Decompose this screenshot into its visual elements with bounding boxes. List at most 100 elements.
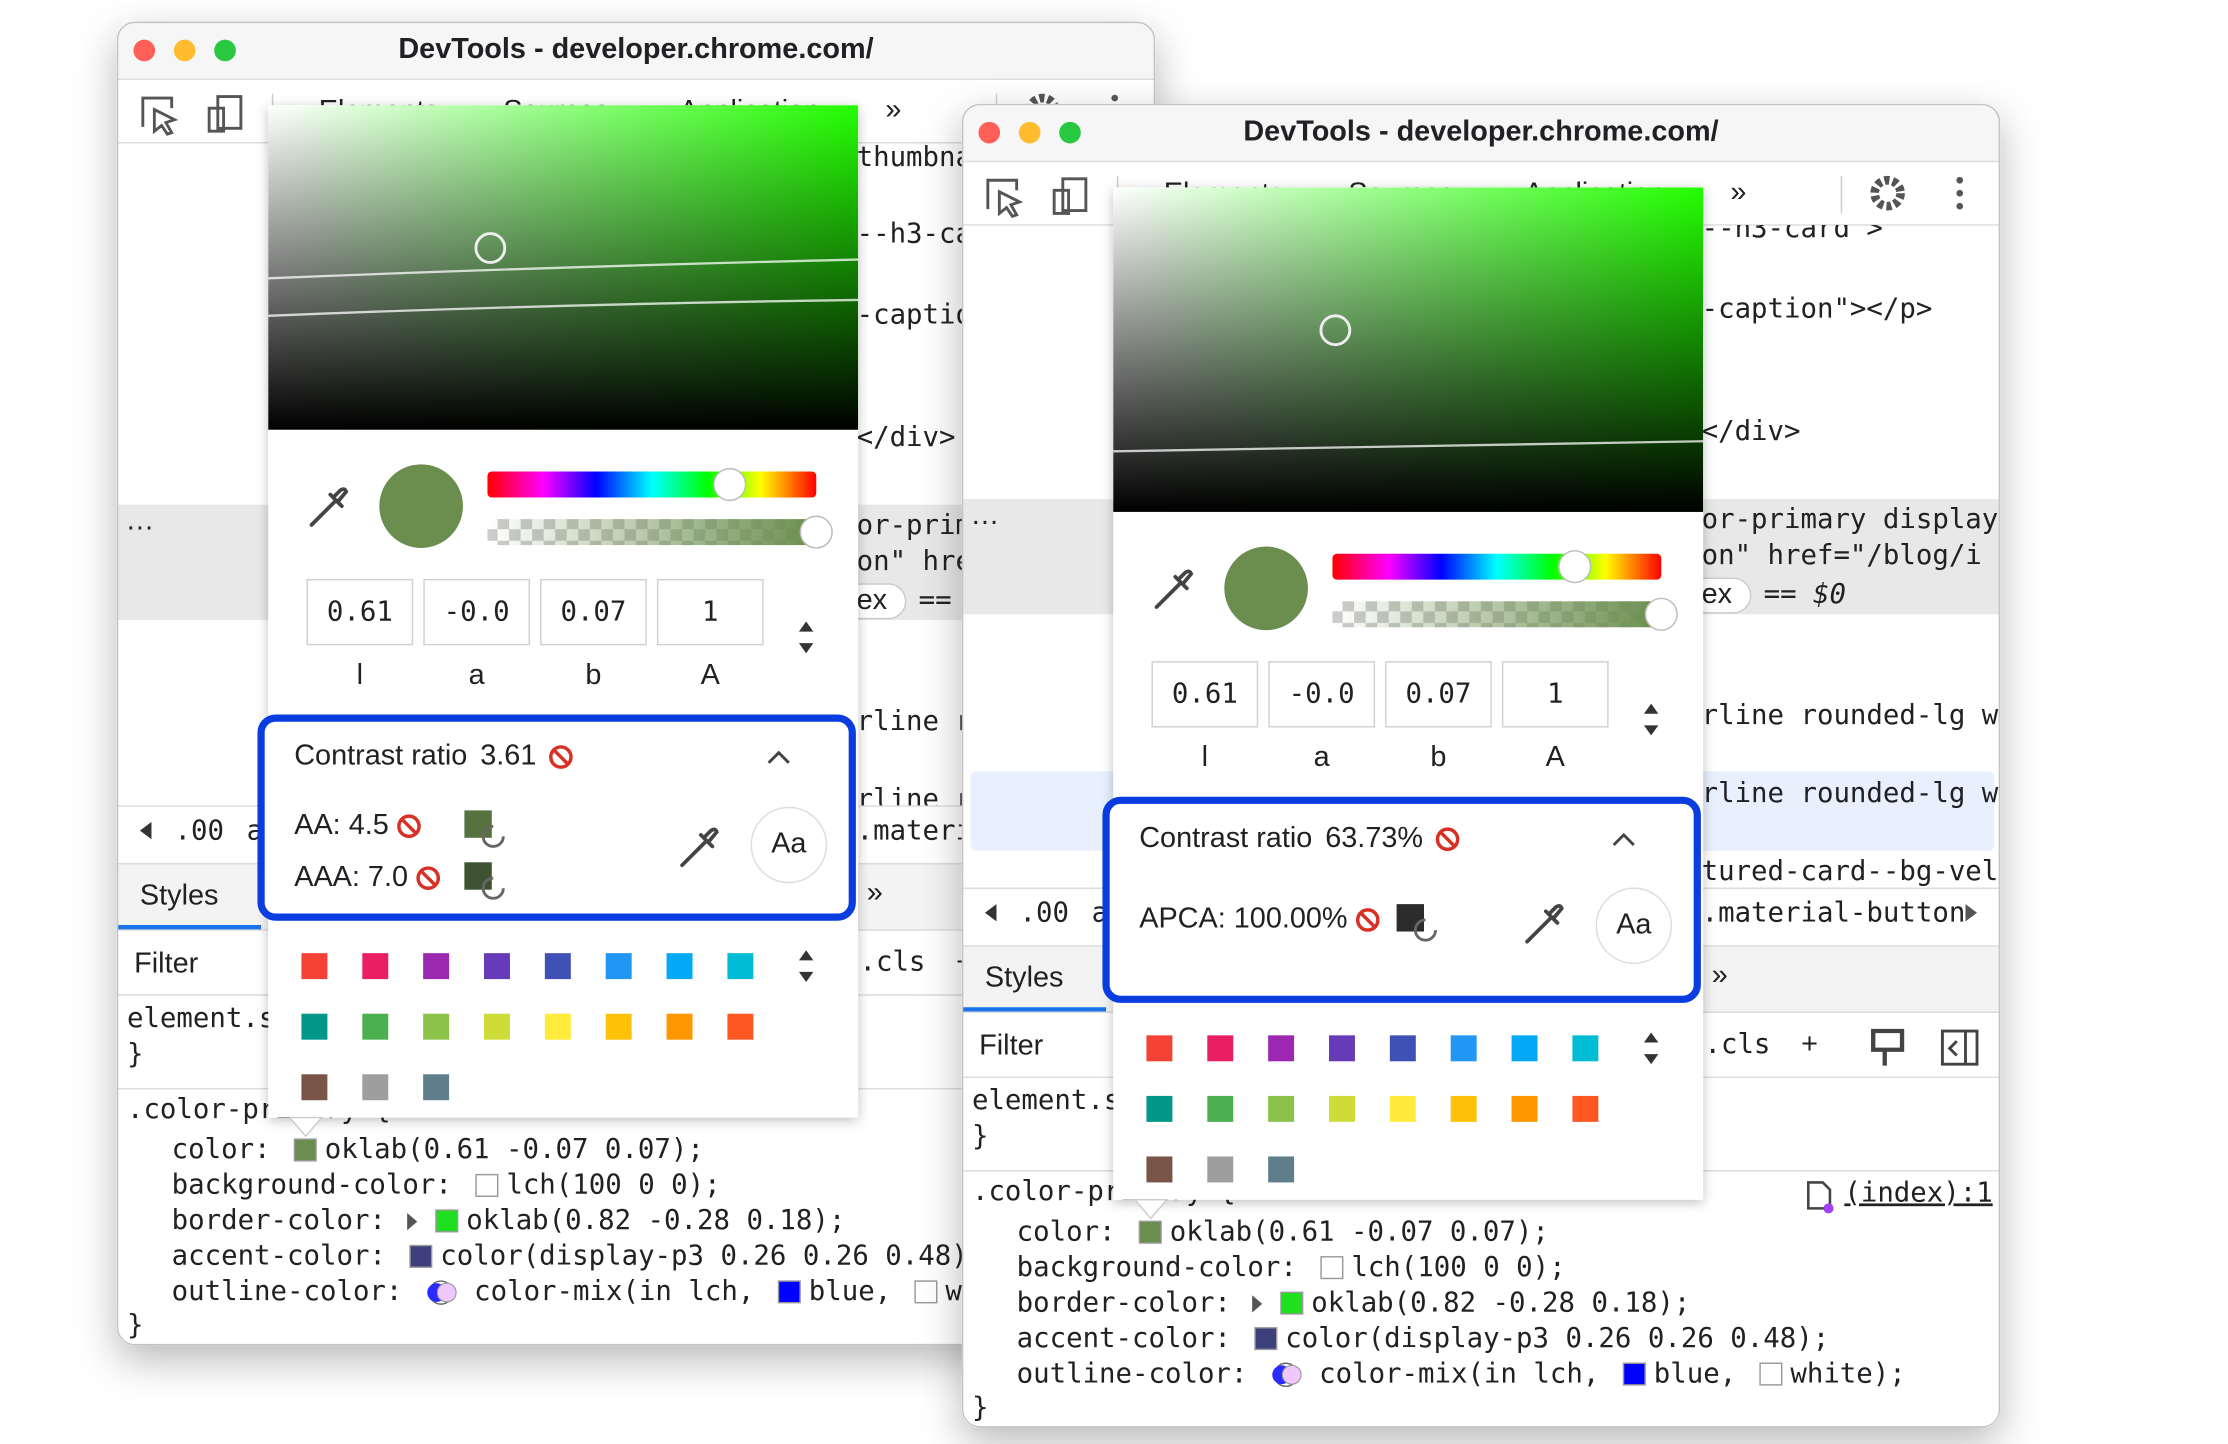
palette-swatch[interactable] (423, 1074, 450, 1101)
hue-slider[interactable] (1332, 553, 1662, 580)
cls-toggle[interactable]: .cls (859, 947, 925, 978)
window-control[interactable] (978, 121, 1001, 144)
palette-swatch[interactable] (544, 953, 571, 980)
palette-swatch[interactable] (605, 953, 632, 980)
window-control[interactable] (173, 39, 196, 62)
palette-swatch[interactable] (1146, 1035, 1173, 1062)
paint-icon[interactable] (1871, 1028, 1905, 1066)
sidebar-icon[interactable] (1940, 1029, 1979, 1066)
value-input[interactable] (1501, 661, 1609, 728)
color-swatch[interactable] (1622, 1362, 1646, 1386)
settings-icon[interactable] (1870, 175, 1905, 211)
window-control[interactable] (133, 39, 156, 62)
palette-swatch[interactable] (1207, 1035, 1234, 1062)
window-control[interactable] (1018, 121, 1041, 144)
more-tabs[interactable]: » (1730, 176, 1746, 208)
palette-swatch[interactable] (1207, 1095, 1234, 1122)
breadcrumb-right[interactable] (1965, 904, 1978, 922)
window-control[interactable] (1059, 121, 1081, 144)
expand-triangle[interactable] (407, 1212, 418, 1231)
cls-toggle[interactable]: .cls (1704, 1029, 1770, 1060)
palette-swatch[interactable] (1268, 1156, 1295, 1183)
palette-swatch[interactable] (362, 1074, 389, 1101)
value-input[interactable] (1151, 661, 1259, 728)
alpha-slider[interactable] (487, 519, 817, 546)
value-input[interactable] (1268, 661, 1375, 728)
value-input[interactable] (1385, 661, 1492, 728)
palette-swatch[interactable] (1328, 1095, 1355, 1122)
palette-swatch[interactable] (1572, 1035, 1599, 1062)
palette-swatch[interactable] (666, 1013, 693, 1040)
menu-dot[interactable] (1956, 189, 1964, 197)
palette-swatch[interactable] (1511, 1095, 1538, 1122)
color-swatch[interactable] (914, 1280, 938, 1304)
palette-swatch[interactable] (1450, 1035, 1477, 1062)
collapse-chevron[interactable] (767, 750, 790, 764)
palette-swatch[interactable] (1207, 1156, 1234, 1183)
inspect-icon[interactable] (141, 96, 179, 136)
palette-swatch[interactable] (423, 1013, 450, 1040)
fix-color-swatch[interactable] (464, 862, 492, 890)
alpha-slider[interactable] (1332, 601, 1662, 628)
color-swatch[interactable] (409, 1244, 433, 1268)
palette-swatch[interactable] (1389, 1095, 1416, 1122)
format-toggle[interactable] (798, 621, 814, 654)
value-input[interactable] (656, 578, 764, 646)
palette-swatch[interactable] (727, 953, 754, 980)
format-toggle[interactable] (1643, 703, 1659, 736)
more-panes[interactable]: » (1712, 959, 1728, 991)
color-swatch[interactable] (1320, 1256, 1344, 1280)
menu-dot[interactable] (1956, 202, 1964, 210)
device-icon[interactable] (207, 95, 243, 133)
menu-dot[interactable] (1111, 94, 1119, 102)
window-control[interactable] (214, 39, 236, 62)
styles-tab[interactable]: Styles (140, 880, 219, 912)
color-cursor[interactable] (1319, 314, 1352, 347)
palette-swatch[interactable] (1572, 1095, 1599, 1122)
hue-thumb[interactable] (713, 467, 747, 502)
color-swatch[interactable] (777, 1280, 801, 1304)
color-swatch[interactable] (1280, 1291, 1304, 1315)
palette-swatch[interactable] (362, 953, 389, 980)
palette-swatch[interactable] (544, 1013, 571, 1040)
hue-thumb[interactable] (1558, 550, 1592, 584)
palette-swatch[interactable] (483, 1013, 510, 1040)
palette-swatch[interactable] (1268, 1095, 1295, 1122)
filter-input[interactable]: Filter (979, 1029, 1043, 1061)
breadcrumb-left[interactable] (984, 904, 997, 922)
new-rule[interactable]: + (1801, 1028, 1818, 1060)
palette-toggle[interactable] (1643, 1032, 1659, 1065)
alpha-thumb[interactable] (799, 515, 833, 549)
breadcrumb[interactable]: .00 (175, 816, 224, 847)
more-panes[interactable]: » (867, 877, 883, 909)
filter-input[interactable]: Filter (134, 947, 198, 979)
palette-swatch[interactable] (727, 1013, 754, 1040)
palette-swatch[interactable] (605, 1013, 632, 1040)
palette-swatch[interactable] (1450, 1095, 1477, 1122)
more-tabs[interactable]: » (885, 94, 901, 126)
color-swatch[interactable] (475, 1173, 499, 1197)
color-swatch[interactable] (1138, 1220, 1162, 1244)
hue-slider[interactable] (487, 471, 817, 498)
source-link[interactable]: (index):1 (1844, 1177, 1992, 1208)
collapse-chevron[interactable] (1612, 832, 1635, 847)
color-swatch[interactable] (1759, 1362, 1783, 1386)
palette-swatch[interactable] (1146, 1095, 1173, 1122)
breadcrumb[interactable]: .00 (1020, 898, 1069, 929)
palette-swatch[interactable] (1511, 1035, 1538, 1062)
palette-swatch[interactable] (1389, 1035, 1416, 1062)
value-input[interactable] (540, 578, 647, 646)
palette-swatch[interactable] (1268, 1035, 1295, 1062)
palette-swatch[interactable] (423, 953, 450, 980)
expand-triangle[interactable] (1252, 1295, 1263, 1313)
styles-tab[interactable]: Styles (985, 962, 1064, 994)
palette-toggle[interactable] (798, 950, 814, 982)
color-swatch[interactable] (293, 1138, 317, 1162)
breadcrumb-left[interactable] (139, 821, 152, 840)
value-input[interactable] (306, 578, 414, 646)
palette-swatch[interactable] (1328, 1035, 1355, 1062)
palette-swatch[interactable] (301, 1074, 328, 1101)
palette-swatch[interactable] (362, 1013, 389, 1040)
color-cursor[interactable] (474, 232, 507, 264)
color-swatch[interactable] (435, 1209, 459, 1233)
